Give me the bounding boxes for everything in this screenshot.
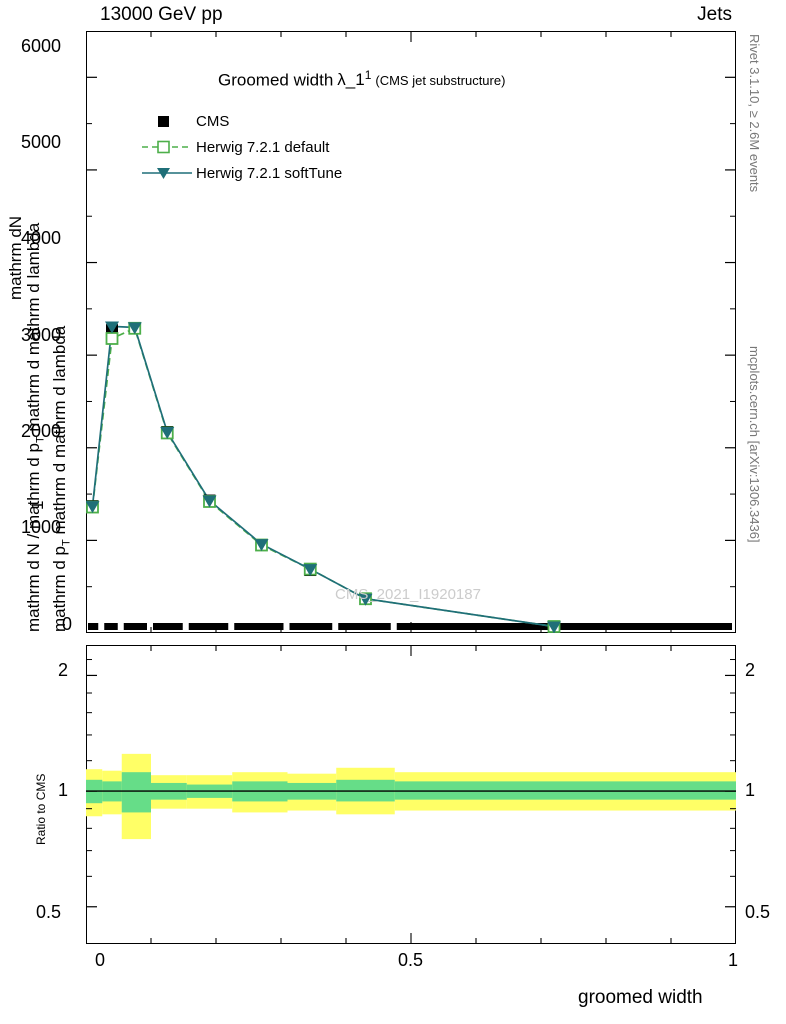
ratio-plot-canvas — [86, 645, 736, 944]
ytick-4000: 4000 — [21, 228, 62, 248]
plot-title-paren: (CMS jet substructure) — [375, 73, 506, 89]
legend-entry-cms: CMS — [140, 108, 342, 134]
plot-title-text: Groomed width — [218, 70, 334, 90]
legend-marker-herwig-default — [142, 140, 192, 154]
analysis-id-watermark: CMS_2021_I1920187 — [335, 586, 481, 603]
rivet-version-label: Rivet 3.1.10, ≥ 2.6M events — [747, 34, 762, 193]
ratio-ytick-05-right: 0.5 — [745, 902, 771, 922]
xtick-1: 1 — [728, 950, 739, 970]
legend-entry-herwig-default: Herwig 7.2.1 default — [140, 134, 342, 160]
ratio-ytick-1-left: 1 — [58, 780, 69, 800]
ytick-2000: 2000 — [21, 421, 62, 441]
ratio-ytick-05-left: 0.5 — [36, 902, 62, 922]
ratio-y-axis-label: Ratio to CMS — [34, 773, 48, 845]
plot-title: Groomed width λ_11 (CMS jet substructure) — [218, 68, 505, 90]
legend-label-herwig-softtune: Herwig 7.2.1 softTune — [196, 164, 343, 182]
ytick-5000: 5000 — [21, 132, 62, 152]
ytick-1000: 1000 — [21, 517, 62, 537]
legend-marker-herwig-softtune — [142, 168, 192, 179]
x-axis-title: groomed width — [578, 987, 703, 1008]
ratio-ytick-2-right: 2 — [745, 660, 756, 680]
main-y-axis-label-dn: mathrm dN — [6, 215, 25, 300]
header-process-label: Jets — [697, 4, 732, 25]
header-collision-energy: 13000 GeV pp — [100, 4, 223, 25]
legend-entry-herwig-softtune: Herwig 7.2.1 softTune — [140, 160, 342, 186]
legend: CMS Herwig 7.2.1 default Herwig 7.2.1 so… — [140, 108, 342, 186]
ytick-3000: 3000 — [21, 325, 62, 345]
plot-title-sup: 1 — [364, 68, 372, 82]
xtick-05: 0.5 — [398, 950, 424, 970]
ytick-0: 0 — [62, 614, 73, 634]
legend-marker-cms — [158, 116, 169, 127]
ytick-6000: 6000 — [21, 36, 62, 56]
ratio-ytick-2-left: 2 — [58, 660, 69, 680]
ratio-ytick-1-right: 1 — [745, 780, 756, 800]
legend-label-cms: CMS — [196, 112, 230, 130]
legend-label-herwig-default: Herwig 7.2.1 default — [196, 138, 330, 156]
mcplots-arxiv-label: mcplots.cern.ch [arXiv:1306.3436] — [747, 346, 762, 543]
plot-title-symbol: λ_1 — [337, 70, 365, 90]
main-plot-canvas — [86, 31, 736, 633]
main-plot-frame — [86, 31, 736, 633]
xtick-0: 0 — [95, 950, 106, 970]
